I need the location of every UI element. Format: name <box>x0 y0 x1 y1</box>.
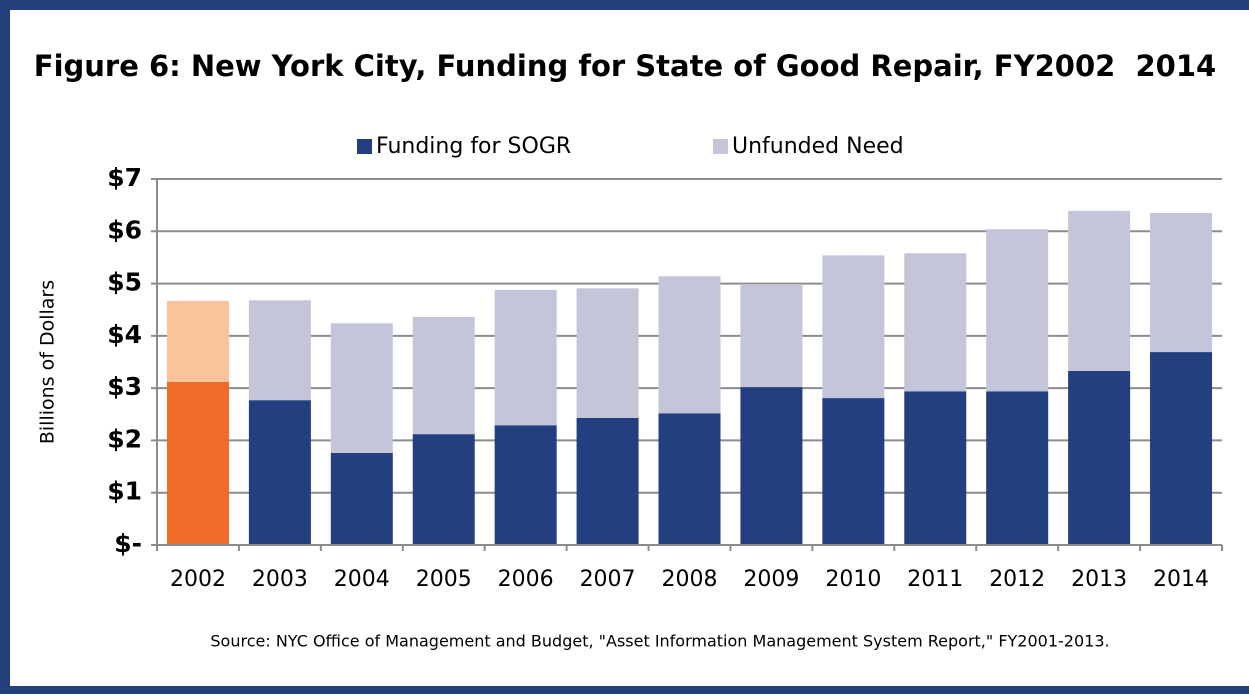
x-tick-label: 2006 <box>498 567 554 592</box>
x-tick-label: 2003 <box>252 567 308 592</box>
bar-segment <box>822 255 885 399</box>
y-tick-label: $6 <box>107 215 142 244</box>
y-tick-label: $5 <box>107 268 142 297</box>
x-tick-label: 2008 <box>662 567 718 592</box>
y-axis-label: Billions of Dollars <box>37 280 59 444</box>
bar-segment <box>576 417 639 545</box>
bar-segment <box>986 229 1049 392</box>
bar-segment <box>1068 370 1131 545</box>
bar-segment <box>330 323 393 453</box>
x-tick-label: 2011 <box>907 567 963 592</box>
x-tick-label: 2009 <box>743 567 799 592</box>
bar-segment <box>494 289 557 426</box>
bar-segment <box>166 300 229 382</box>
bar-segment <box>330 452 393 545</box>
x-tick-label: 2010 <box>825 567 881 592</box>
y-tick-label: $3 <box>107 372 142 401</box>
bar-segment <box>494 425 557 545</box>
bar-segment <box>576 288 639 418</box>
legend-label: Unfunded Need <box>732 134 904 159</box>
x-tick-label: 2013 <box>1071 567 1127 592</box>
legend-swatch <box>357 139 372 154</box>
bar-segment <box>658 413 721 545</box>
x-tick-label: 2002 <box>170 567 226 592</box>
bar-segment <box>166 381 229 545</box>
bar-segment <box>904 391 967 545</box>
chart-title: Figure 6: New York City, Funding for Sta… <box>34 49 1216 83</box>
y-tick-label: $2 <box>107 424 142 453</box>
bar-segment <box>1150 352 1213 545</box>
bar-segment <box>412 317 475 435</box>
y-tick-label: $- <box>114 529 142 558</box>
x-tick-label: 2004 <box>334 567 390 592</box>
bar-segment <box>822 398 885 545</box>
bar-segment <box>1068 210 1131 371</box>
legend-label: Funding for SOGR <box>376 134 571 159</box>
bar-segment <box>904 253 967 392</box>
bar-segment <box>248 300 311 401</box>
source-note: Source: NYC Office of Management and Bud… <box>210 632 1109 651</box>
bar-segment <box>740 387 803 545</box>
bar-segment <box>412 434 475 545</box>
bar-segment <box>740 284 803 388</box>
bar-segment <box>986 391 1049 545</box>
y-tick-label: $7 <box>107 163 142 192</box>
x-tick-label: 2007 <box>580 567 636 592</box>
x-tick-label: 2005 <box>416 567 472 592</box>
legend-swatch <box>713 139 728 154</box>
y-tick-label: $1 <box>107 477 142 506</box>
x-tick-label: 2012 <box>989 567 1045 592</box>
bar-segment <box>1150 212 1213 353</box>
y-tick-label: $4 <box>107 320 142 349</box>
x-tick-label: 2014 <box>1153 567 1209 592</box>
bar-segment <box>658 276 721 414</box>
bar-segment <box>248 400 311 545</box>
